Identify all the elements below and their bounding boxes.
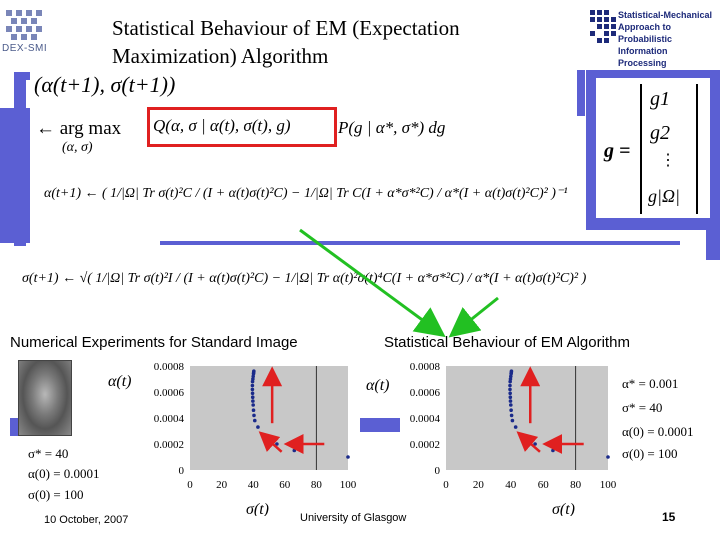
data-point <box>346 455 350 459</box>
data-point <box>252 369 256 373</box>
samp-logo-text: Statistical-Mechanical Approach to Proba… <box>618 10 713 68</box>
data-point <box>551 448 555 453</box>
g-vector-box <box>596 78 710 218</box>
arrow-diag <box>516 431 541 453</box>
dex-smi-logo <box>2 6 48 50</box>
data-point <box>250 391 255 396</box>
data-point <box>509 413 514 418</box>
g-vector-entry-3: ⋮ <box>660 152 676 169</box>
eq2-alpha-update: α(t+1) ← ( 1/|Ω| Tr σ(t)²C / (I + α(t)σ(… <box>44 186 568 201</box>
eq3-sigma-update: σ(t+1) ← √( 1/|Ω| Tr σ(t)²I / (I + α(t)σ… <box>22 271 587 286</box>
data-point <box>251 403 255 407</box>
data-point <box>252 418 257 423</box>
footer-date: 10 October, 2007 <box>44 514 129 526</box>
x-axis-label: σ(t) <box>552 501 575 516</box>
data-point <box>508 395 513 399</box>
x-tick-label: 0 <box>187 479 193 491</box>
x-tick-label: 40 <box>248 479 260 491</box>
samp-logo <box>588 8 708 58</box>
data-point <box>509 408 513 412</box>
y-tick-label: 0.0008 <box>154 361 185 373</box>
data-point <box>510 418 515 423</box>
standard-image-thumbnail <box>18 360 72 436</box>
data-point <box>250 395 255 399</box>
x-tick-label: 80 <box>311 479 323 491</box>
data-point <box>292 448 297 453</box>
equation-sigma-block <box>16 250 680 318</box>
right-param-alpha-0: α(0) = 0.0001 <box>622 424 694 439</box>
right-param-alpha-star: α* = 0.001 <box>622 376 679 391</box>
footer-org: University of Glasgow <box>300 512 407 524</box>
y-tick-label: 0.0008 <box>410 361 441 373</box>
data-point <box>252 413 256 418</box>
y-tick-label: 0.0004 <box>410 413 441 425</box>
data-point <box>250 387 255 392</box>
y-axis-label: α(t) <box>108 373 132 390</box>
data-point <box>508 391 512 396</box>
x-tick-label: 20 <box>473 479 485 491</box>
left-panel-heading: Numerical Experiments for Standard Image <box>10 334 298 351</box>
dex-smi-logo-text: DEX-SMI <box>2 43 48 54</box>
deco-bar-left-mid <box>0 108 30 243</box>
x-tick-label: 40 <box>505 479 517 491</box>
g-vector-entry-4: g|Ω| <box>648 186 680 206</box>
plot-area <box>190 366 348 470</box>
data-point <box>256 425 260 429</box>
y-tick-label: 0.0004 <box>154 413 185 425</box>
right-panel-heading: Statistical Behaviour of EM Algorithm <box>384 334 630 351</box>
slide-title: Statistical Behaviour of EM (Expectation… <box>112 16 460 68</box>
x-tick-label: 20 <box>216 479 228 491</box>
y-tick-label: 0.0002 <box>410 439 440 451</box>
y-tick-label: 0.0006 <box>154 387 185 399</box>
g-vector-entry-1: g1 <box>650 88 670 110</box>
data-point <box>509 403 513 407</box>
eq1-rest: P(g | α*, σ*) dg <box>338 118 446 137</box>
right-param-sigma-0: σ(0) = 100 <box>622 446 678 461</box>
left-param-alpha-0: α(0) = 0.0001 <box>28 466 100 481</box>
page-number: 15 <box>662 510 676 524</box>
deco-bar-bottom-mid <box>360 418 400 432</box>
data-point <box>251 408 256 412</box>
data-point <box>251 399 255 403</box>
right-param-sigma-star: σ* = 40 <box>622 400 663 415</box>
y-axis-label: α(t) <box>366 377 390 394</box>
chart-left: 0 0.0002 0.0004 0.0006 0.0008 0 20 40 60 80 100 α(t… <box>108 361 357 516</box>
arrow-diag <box>258 431 283 453</box>
data-point <box>508 387 512 392</box>
deco-bar-right-vertical <box>577 70 585 116</box>
g-vector-entry-2: g2 <box>650 122 670 144</box>
equation-alpha-block <box>40 162 585 236</box>
data-point <box>606 455 610 459</box>
plot-area <box>446 366 608 470</box>
data-point <box>509 369 514 373</box>
data-point <box>508 399 513 403</box>
x-tick-label: 0 <box>443 479 449 491</box>
chart-right: 0 0.0002 0.0004 0.0006 0.0008 0 20 40 60 80 100 α(t… <box>366 361 617 516</box>
left-param-sigma-star: σ* = 40 <box>28 446 69 461</box>
x-tick-label: 100 <box>340 479 357 491</box>
x-tick-label: 60 <box>279 479 291 491</box>
eq1-q-function: Q(α, σ | α(t), σ(t), g) <box>153 116 291 135</box>
y-tick-label: 0.0006 <box>410 387 441 399</box>
deco-bar-equation-line <box>160 241 680 245</box>
x-tick-label: 60 <box>538 479 550 491</box>
g-vector-bracket <box>640 84 698 214</box>
data-point <box>250 383 255 388</box>
y-tick-label: 0 <box>179 465 185 477</box>
x-tick-label: 100 <box>600 479 617 491</box>
eq1-argmax: ← arg max <box>36 118 122 139</box>
left-param-sigma-0: σ(0) = 100 <box>28 487 84 502</box>
data-point <box>513 425 518 429</box>
eq1-left: (α(t+1), σ(t+1)) <box>34 72 176 97</box>
data-point <box>508 383 512 388</box>
eq1-under: (α, σ) <box>62 140 93 155</box>
y-tick-label: 0.0002 <box>154 439 184 451</box>
g-vector-label: g = <box>604 140 631 162</box>
x-tick-label: 80 <box>570 479 582 491</box>
x-axis-label: σ(t) <box>246 501 269 516</box>
highlight-box <box>147 107 337 147</box>
y-tick-label: 0 <box>435 465 441 477</box>
